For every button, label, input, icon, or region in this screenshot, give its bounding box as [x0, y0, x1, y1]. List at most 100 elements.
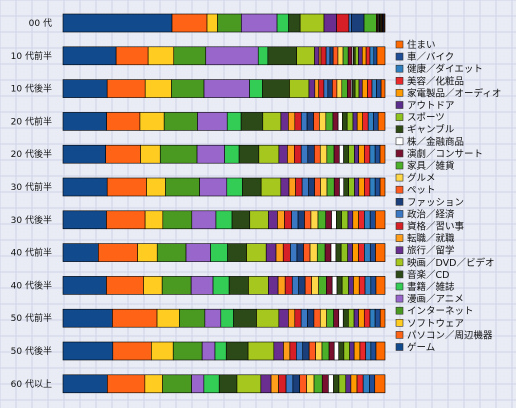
bar-segment — [328, 341, 335, 361]
bar-segment — [321, 341, 330, 361]
bar-segment — [295, 177, 303, 197]
bar-segment — [165, 177, 200, 197]
bar-segment — [62, 46, 117, 66]
bar-segment — [340, 243, 348, 262]
bar-segment — [308, 79, 316, 98]
bar-segment — [359, 341, 367, 361]
bar-segment — [347, 46, 353, 66]
legend-swatch — [395, 137, 404, 146]
bar-segment — [256, 308, 280, 328]
bar-segment — [284, 276, 293, 295]
bar-segment — [306, 374, 315, 394]
bar-segment — [354, 177, 360, 197]
bar-segment — [314, 144, 321, 164]
bar-segment — [156, 243, 187, 262]
bar-segment — [162, 374, 192, 394]
bar-segment — [249, 210, 269, 230]
legend-swatch — [395, 173, 404, 182]
bar-segment — [319, 144, 328, 164]
bar-segment — [185, 243, 211, 262]
bar-segment — [144, 79, 172, 98]
bar-segment — [115, 46, 149, 66]
legend-label: ギャンブル — [407, 124, 455, 136]
bar-segment — [369, 46, 375, 66]
bar-segment — [171, 13, 208, 33]
bar-segment — [329, 46, 334, 66]
bar-segment — [300, 308, 308, 328]
bar-segment — [353, 276, 360, 295]
bar-segment — [342, 308, 349, 328]
bar-segment — [303, 243, 311, 262]
bar-segment — [358, 210, 365, 230]
bar-segment — [225, 341, 249, 361]
bar-segment — [369, 177, 376, 197]
legend-label: 家具／雑貨 — [407, 160, 455, 172]
bar-segment — [284, 210, 292, 230]
legend-label: ゲーム — [407, 342, 435, 354]
category-label: 50 代後半 — [11, 345, 52, 357]
bar-segment — [318, 79, 325, 98]
bar-segment — [379, 308, 386, 328]
bar-segment — [374, 144, 381, 164]
bar-segment — [260, 177, 282, 197]
bar-segment — [278, 144, 288, 164]
bar-segment — [358, 276, 366, 295]
bar-segment — [277, 276, 286, 295]
bar-segment — [291, 210, 299, 230]
bar-segment — [375, 243, 386, 262]
bar-segment — [296, 46, 315, 66]
legend-swatch — [395, 125, 404, 133]
legend-swatch — [395, 89, 404, 97]
bar-segment — [369, 144, 376, 164]
bar-segment — [204, 308, 222, 328]
bar-segment — [341, 79, 348, 98]
bar-segment — [285, 374, 294, 394]
bar-segment — [333, 341, 340, 361]
bar-segment — [338, 308, 344, 328]
bar-segment — [337, 112, 343, 131]
legend-swatch — [395, 282, 404, 291]
bar-segment — [354, 144, 360, 164]
bar-segment — [267, 46, 297, 66]
legend-swatch — [395, 52, 404, 61]
bar-segment — [309, 243, 318, 262]
legend-label: 健康／ダイエット — [407, 63, 483, 75]
bar-segment — [358, 243, 365, 262]
bar-segment — [62, 112, 107, 131]
bar-segment — [137, 243, 158, 262]
bar-segment — [62, 374, 108, 394]
bar-segment — [143, 276, 163, 295]
bar-segment — [347, 210, 354, 230]
bar-segment — [358, 46, 363, 66]
bar-segment — [291, 276, 300, 295]
bar-segment — [238, 144, 260, 164]
bar-segment — [337, 46, 344, 66]
bar-segment — [374, 308, 381, 328]
bar-segment — [212, 276, 230, 295]
bar-segment — [375, 210, 386, 230]
bar-segment — [333, 308, 340, 328]
bar-segment — [350, 374, 358, 394]
bar-segment — [348, 308, 355, 328]
bar-segment — [294, 308, 302, 328]
bar-segment — [106, 112, 141, 131]
bar-segment — [144, 210, 164, 230]
legend-swatch — [395, 306, 404, 315]
legend-label: 家電製品／オーディオ — [407, 87, 501, 99]
bar-segment — [324, 243, 332, 262]
bar-segment — [147, 46, 175, 66]
category-label: 40 代後半 — [11, 279, 52, 291]
bar-segment — [201, 341, 216, 361]
bar-segment — [151, 341, 174, 361]
bar-segment — [313, 374, 323, 394]
bar-segment — [377, 112, 386, 131]
bar-segment — [292, 374, 301, 394]
bar-segment — [339, 144, 344, 164]
bar-segment — [300, 112, 308, 131]
bar-segment — [379, 144, 386, 164]
legend-label: アウトドア — [407, 101, 455, 112]
bar-segment — [326, 144, 335, 164]
bar-segment — [375, 341, 386, 361]
bar-segment — [270, 374, 279, 394]
